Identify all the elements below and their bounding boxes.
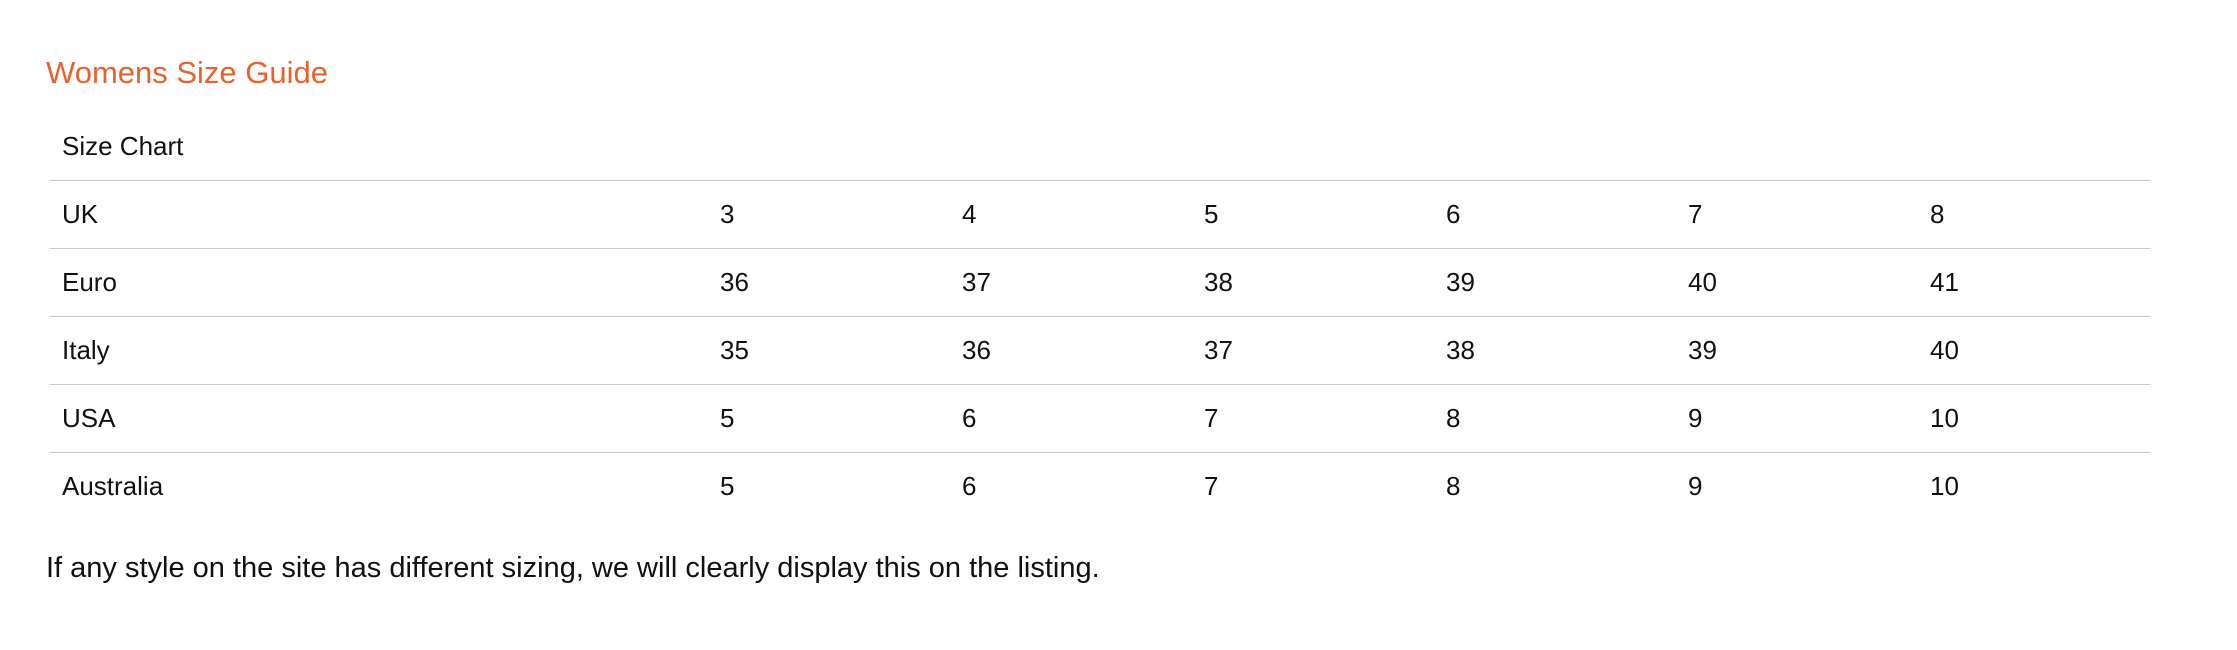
table-header-row: Size Chart	[50, 113, 2151, 181]
size-value-cell: 8	[1446, 384, 1688, 453]
size-value-cell: 6	[1446, 199, 1461, 229]
size-value-cell: 9	[1688, 384, 1930, 453]
size-value-cell: 41	[1930, 248, 2151, 317]
size-value-cell: 40	[1688, 248, 1930, 317]
table-row-italy: Italy 35 36 37 38 39 40	[50, 316, 2151, 385]
size-value-cell: 38	[1446, 316, 1688, 385]
sizing-disclaimer-text: If any style on the site has different s…	[46, 552, 1100, 584]
size-guide-panel: Womens Size Guide Size Chart UK 3 4 5 6 …	[46, 55, 2151, 584]
size-value-cell: 36	[720, 248, 962, 317]
size-value-cell: 6	[962, 452, 1204, 520]
page-title: Womens Size Guide	[46, 55, 328, 90]
size-value-cell: 36	[962, 316, 1204, 385]
size-value-cell: 35	[720, 316, 962, 385]
size-value-cell: 37	[1204, 316, 1446, 385]
table-row-usa: USA 5 6 7 8 9 10	[50, 384, 2151, 453]
row-label: Euro	[50, 248, 720, 317]
row-label: USA	[50, 384, 720, 453]
table-row-australia: Australia 5 6 7 8 9 10	[50, 452, 2151, 520]
size-value-cell: 7	[1204, 452, 1446, 520]
size-value-cell: 10	[1930, 384, 2151, 453]
size-value-cell: 37	[962, 248, 1204, 317]
size-value-cell: 10	[1930, 452, 2151, 520]
row-label: Australia	[50, 452, 720, 520]
size-value-cell: 8	[1446, 452, 1688, 520]
size-value-cell: 5	[720, 384, 962, 453]
table-row-uk: UK 3 4 5 6 7 8	[50, 181, 2150, 249]
size-value-cell: 8	[1930, 199, 1945, 229]
size-value-cell: 39	[1688, 316, 1930, 385]
size-value-cell: 6	[962, 384, 1204, 453]
size-value-cell: 7	[1688, 199, 1703, 229]
table-row-euro: Euro 36 37 38 39 40 41	[50, 248, 2151, 317]
size-value-cell: 9	[1688, 452, 1930, 520]
size-value-cell: 38	[1204, 248, 1446, 317]
size-value-cell: 39	[1446, 248, 1688, 317]
size-value-cell: 3	[720, 199, 735, 229]
row-label: UK	[62, 199, 99, 229]
row-label: Italy	[50, 316, 720, 385]
size-chart-table: Size Chart UK 3 4 5 6 7 8 Euro 36 37 38 …	[50, 113, 2151, 520]
size-value-cell: 5	[720, 452, 962, 520]
size-value-cell: 5	[1204, 199, 1219, 229]
size-value-cell: 40	[1930, 316, 2151, 385]
size-value-cell: 4	[962, 199, 977, 229]
table-header-label: Size Chart	[50, 113, 2151, 181]
size-value-cell: 7	[1204, 384, 1446, 453]
